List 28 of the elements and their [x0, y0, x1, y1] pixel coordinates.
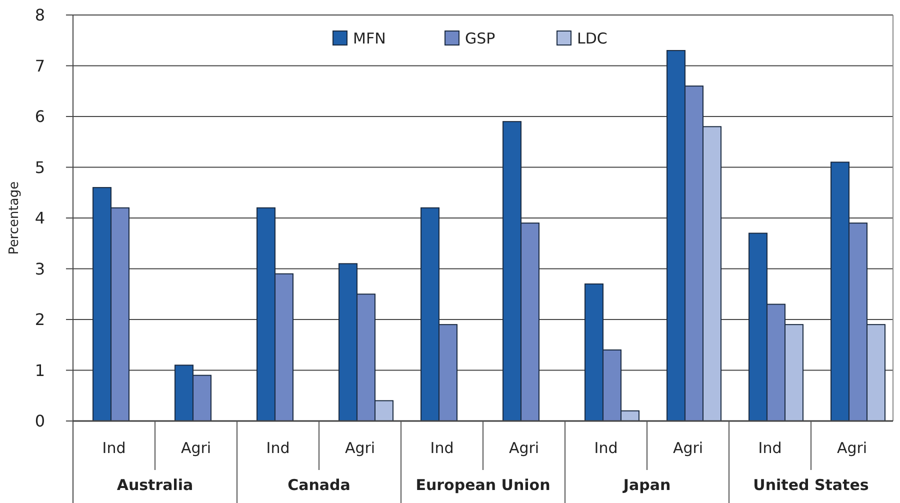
x-tick-label: Agri: [836, 439, 868, 457]
legend-label: LDC: [577, 29, 608, 48]
x-tick-label: Ind: [102, 439, 126, 457]
y-tick-label: 8: [34, 6, 45, 25]
x-tick-label: Agri: [180, 439, 212, 457]
y-tick-label: 1: [34, 360, 45, 380]
text: European Union: [416, 476, 550, 494]
y-tick-label: 6: [34, 107, 45, 126]
y-tick-label: 4: [34, 208, 45, 228]
text: United States: [753, 476, 869, 494]
x-tick-label: Ind: [266, 439, 290, 457]
legend-label: MFN: [353, 29, 386, 48]
text: Japan: [622, 476, 671, 494]
y-tick-label: 3: [34, 259, 45, 278]
x-tick-label: Agri: [344, 439, 376, 457]
y-tick-label: 7: [34, 56, 45, 76]
x-tick-label: Agri: [672, 439, 704, 457]
text: Canada: [288, 476, 350, 494]
legend-label: GSP: [465, 29, 496, 48]
y-axis-title: Percentage: [7, 181, 22, 255]
x-tick-label: Agri: [508, 439, 540, 457]
y-tick-label: 2: [34, 310, 45, 330]
x-tick-label: Ind: [430, 439, 454, 457]
text: Australia: [116, 476, 194, 494]
x-tick-label: Ind: [758, 439, 782, 457]
x-tick-label: Ind: [594, 439, 618, 457]
y-tick-label: 0: [34, 412, 45, 431]
y-tick-label: 5: [34, 158, 45, 177]
